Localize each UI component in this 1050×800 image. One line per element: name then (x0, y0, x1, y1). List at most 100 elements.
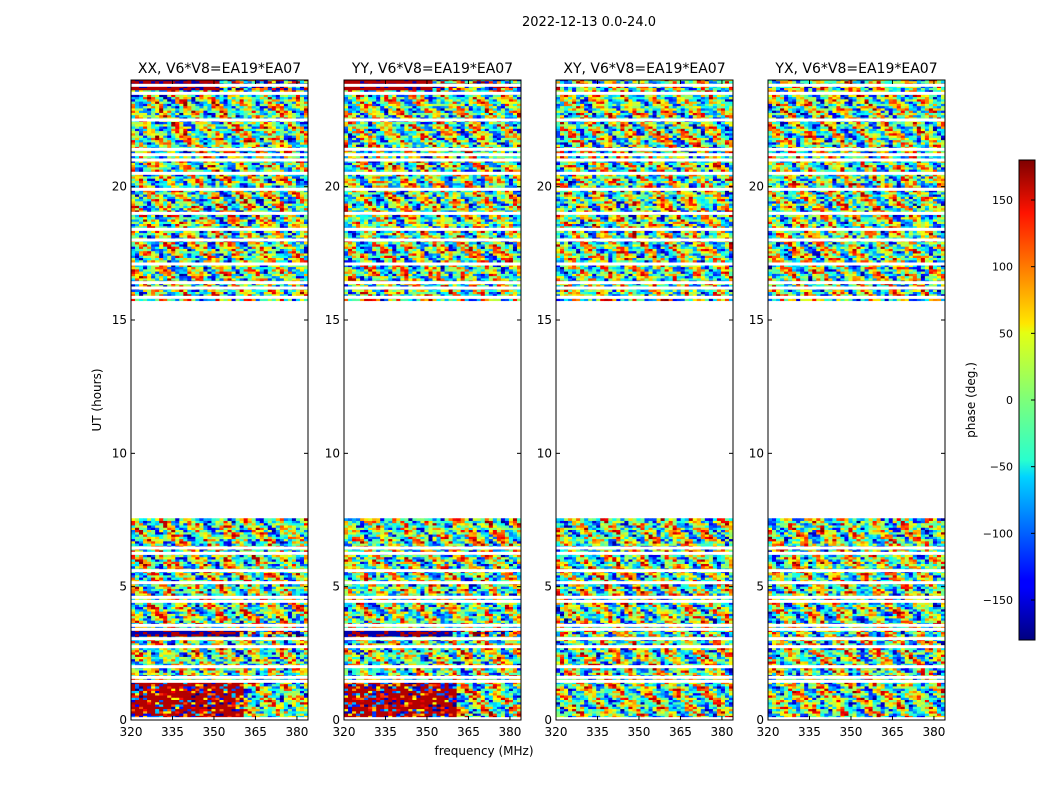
y-tick-label: 20 (112, 180, 127, 194)
data-gap-line (344, 187, 521, 191)
data-gap-line (131, 665, 308, 669)
data-gap-line (131, 91, 308, 95)
data-gap-line (768, 675, 945, 679)
y-tick-label: 10 (537, 446, 552, 460)
data-gap-line (768, 599, 945, 603)
data-gap-line (344, 645, 521, 649)
data-gap-line (768, 679, 945, 683)
data-gap-line (556, 238, 733, 242)
colorbar-tick-label: 100 (992, 261, 1013, 274)
colorbar-tick-label: 50 (999, 327, 1013, 340)
data-gap-line (131, 717, 308, 720)
colorbar-tick-label: 0 (1006, 394, 1013, 407)
x-tick-label: 380 (922, 725, 945, 739)
data-gap-line (556, 569, 733, 573)
data-gap-line (556, 581, 733, 585)
data-gap-line (344, 665, 521, 669)
data-gap-line (556, 717, 733, 720)
x-tick-label: 350 (628, 725, 651, 739)
data-gap-line (344, 281, 521, 285)
data-gap-line (131, 211, 308, 215)
data-gap-line (344, 91, 521, 95)
data-gap-line (344, 262, 521, 266)
panel-xx: XX, V6*V8=EA19*EA07 320 335 350 365 380 0 5 10 15… (112, 61, 309, 739)
y-tick-label: 20 (325, 180, 340, 194)
y-tick-label: 15 (749, 313, 764, 327)
x-tick-label: 365 (669, 725, 692, 739)
data-gap-line (768, 569, 945, 573)
data-gap-line (556, 91, 733, 95)
data-gap-line (131, 645, 308, 649)
colorbar-tick-label: −150 (983, 594, 1013, 607)
data-gap-line (131, 551, 308, 555)
data-gap-line (768, 227, 945, 231)
panel-title: YY, V6*V8=EA19*EA07 (351, 61, 513, 77)
data-gap-line (344, 118, 521, 122)
y-tick-label: 0 (119, 713, 127, 727)
y-tick-label: 0 (756, 713, 764, 727)
data-gap-line (768, 147, 945, 151)
data-gap-line (344, 83, 521, 87)
data-gap-line (556, 286, 733, 290)
colorbar-label: phase (deg.) (964, 362, 978, 438)
data-gap-line (131, 569, 308, 573)
y-tick-label: 0 (332, 713, 340, 727)
x-tick-label: 320 (757, 725, 780, 739)
data-gap-line (131, 153, 308, 157)
x-tick-label: 365 (881, 725, 904, 739)
data-gap-line (344, 679, 521, 683)
data-gap-line (131, 623, 308, 627)
data-gap-line (131, 238, 308, 242)
x-tick-label: 320 (120, 725, 143, 739)
data-gap-line (768, 158, 945, 162)
data-gap-line (768, 581, 945, 585)
data-gap-line (556, 227, 733, 231)
data-gap-line (344, 595, 521, 599)
y-tick-label: 0 (544, 713, 552, 727)
y-tick-label: 15 (325, 313, 340, 327)
heatmap-cells (344, 80, 521, 720)
y-tick-label: 10 (749, 446, 764, 460)
data-gap-line (768, 546, 945, 550)
y-axis-label: UT (hours) (90, 368, 104, 431)
x-tick-label: 335 (374, 725, 397, 739)
data-gap-line (768, 118, 945, 122)
data-gap-line (131, 637, 308, 641)
data-gap-line (556, 551, 733, 555)
data-gap-line (556, 171, 733, 175)
data-gap-line (556, 599, 733, 603)
x-tick-label: 320 (333, 725, 356, 739)
data-gap-line (344, 238, 521, 242)
data-gap-line (344, 627, 521, 631)
data-gap-line (556, 153, 733, 157)
data-gap-line (768, 83, 945, 87)
colorbar: 150 100 50 0 −50 −100 −150 phase (deg.) (964, 159, 1036, 641)
data-gap-line (131, 595, 308, 599)
axes-frame (767, 79, 946, 721)
axes-frame (555, 79, 734, 721)
y-tick-label: 5 (756, 580, 764, 594)
data-gap-line (556, 679, 733, 683)
x-tick-label: 335 (161, 725, 184, 739)
data-gap-line (131, 147, 308, 151)
figure-suptitle: 2022-12-13 0.0-24.0 (522, 15, 656, 30)
panel-xy: XY, V6*V8=EA19*EA07 320 335 350 365 380 0 5 10 15… (537, 61, 734, 739)
data-gap-line (344, 551, 521, 555)
data-gap-line (131, 675, 308, 679)
data-gap-line (344, 717, 521, 720)
x-tick-label: 335 (798, 725, 821, 739)
x-tick-label: 380 (498, 725, 521, 739)
data-gap-line (344, 637, 521, 641)
x-tick-label: 335 (586, 725, 609, 739)
y-tick-label: 5 (544, 580, 552, 594)
data-gap-line (556, 546, 733, 550)
x-tick-label: 350 (416, 725, 439, 739)
data-gap-line (556, 295, 733, 299)
panel-title: YX, V6*V8=EA19*EA07 (774, 61, 937, 77)
data-gap-line (556, 623, 733, 627)
y-tick-label: 10 (112, 446, 127, 460)
y-tick-label: 20 (537, 180, 552, 194)
data-gap-line (556, 637, 733, 641)
data-gap-line (556, 158, 733, 162)
